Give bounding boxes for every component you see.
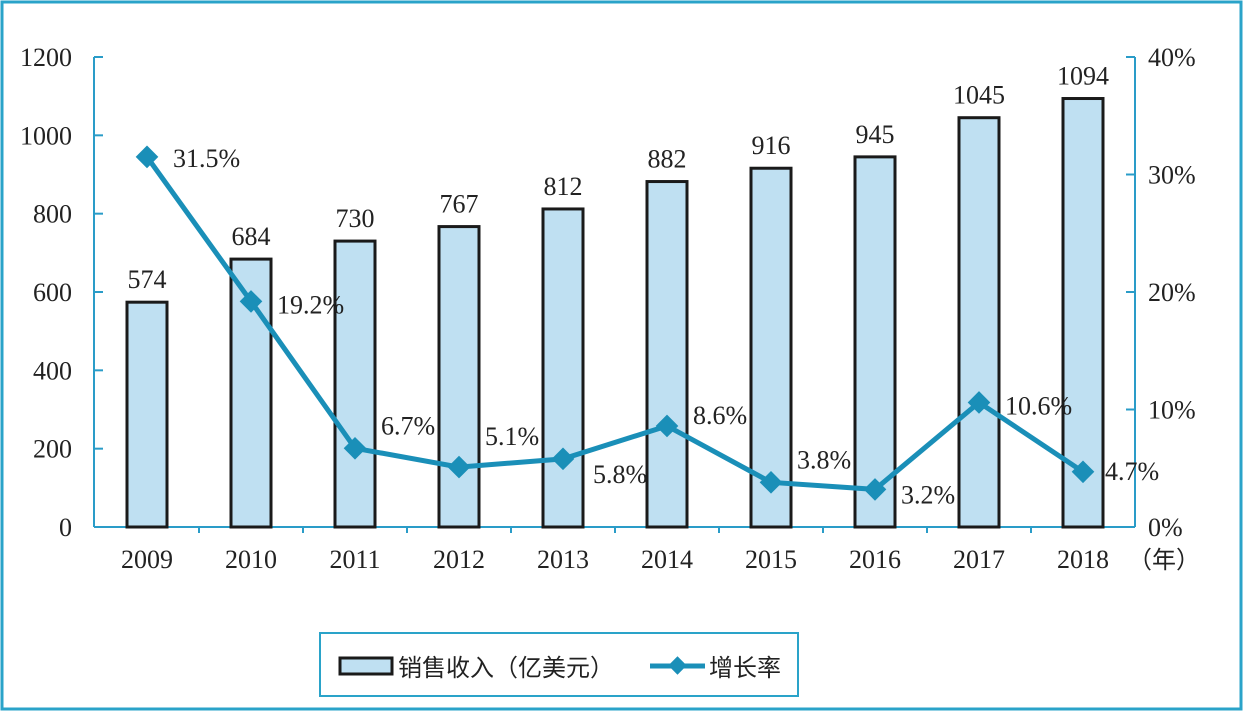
bar-value-label: 730 — [336, 204, 375, 233]
bar-value-label: 1094 — [1057, 62, 1109, 91]
right-tick-label: 30% — [1148, 161, 1196, 190]
bar — [957, 116, 1001, 529]
legend-diamond-icon — [668, 656, 687, 675]
x-tick-label: 2011 — [329, 545, 380, 574]
growth-label: 5.8% — [593, 460, 647, 489]
bar — [125, 300, 169, 529]
x-tick-label: 2010 — [225, 545, 277, 574]
x-tick-label: 2009 — [121, 545, 173, 574]
left-tick-label: 1000 — [20, 121, 72, 150]
growth-line — [144, 155, 1085, 492]
growth-label: 6.7% — [381, 411, 435, 440]
left-tick-label: 800 — [33, 200, 72, 229]
legend-bar-swatch — [338, 656, 394, 676]
growth-point — [759, 471, 783, 494]
left-tick-label: 400 — [33, 356, 72, 385]
growth-label: 3.2% — [901, 480, 955, 509]
bar-value-label: 1045 — [953, 81, 1005, 110]
left-tick-label: 600 — [33, 278, 72, 307]
growth-label: 4.7% — [1105, 457, 1159, 486]
bar-value-label: 882 — [648, 145, 687, 174]
growth-label: 3.8% — [797, 445, 851, 474]
bar — [541, 207, 585, 529]
right-tick-label: 40% — [1148, 43, 1196, 72]
growth-label: 19.2% — [277, 290, 344, 319]
right-tick-label: 20% — [1148, 278, 1196, 307]
bar — [333, 239, 377, 529]
x-tick-label: 2017 — [953, 545, 1005, 574]
left-tick-label: 200 — [33, 435, 72, 464]
x-tick-label: 2012 — [433, 545, 485, 574]
bar — [749, 166, 793, 529]
growth-label: 5.1% — [485, 422, 539, 451]
bar — [853, 155, 897, 529]
legend-label-growth: 增长率 — [709, 654, 781, 682]
growth-point — [447, 455, 471, 479]
growth-point — [863, 478, 887, 501]
growth-label: 10.6% — [1005, 391, 1072, 420]
x-unit-label: （年） — [1128, 546, 1200, 574]
left-tick-label: 0 — [59, 513, 72, 542]
legend-box — [319, 632, 799, 697]
growth-point — [967, 391, 991, 414]
growth-label: 8.6% — [693, 401, 747, 430]
growth-point — [343, 436, 367, 460]
growth-point — [1071, 460, 1095, 484]
right-tick-label: 10% — [1148, 396, 1196, 425]
x-tick-label: 2018 — [1057, 545, 1109, 574]
bar-value-label: 574 — [128, 265, 167, 294]
bar — [437, 225, 481, 529]
right-tick-label: 0% — [1148, 513, 1183, 542]
bar — [1061, 97, 1105, 529]
bar-value-label: 812 — [544, 172, 583, 201]
left-tick-label: 1200 — [20, 43, 72, 72]
bar-value-label: 916 — [752, 131, 791, 160]
growth-label: 31.5% — [173, 144, 240, 173]
bar-value-label: 767 — [440, 190, 479, 219]
x-tick-label: 2015 — [745, 545, 797, 574]
growth-point — [551, 447, 575, 471]
growth-point — [655, 414, 679, 438]
legend-label-sales: 销售收入（亿美元） — [398, 654, 614, 682]
bar — [229, 257, 273, 529]
bar-value-label: 945 — [856, 120, 895, 149]
bar — [645, 180, 689, 529]
x-tick-label: 2016 — [849, 545, 901, 574]
x-tick-label: 2013 — [537, 545, 589, 574]
bar-value-label: 684 — [232, 222, 271, 251]
x-tick-label: 2014 — [641, 545, 693, 574]
